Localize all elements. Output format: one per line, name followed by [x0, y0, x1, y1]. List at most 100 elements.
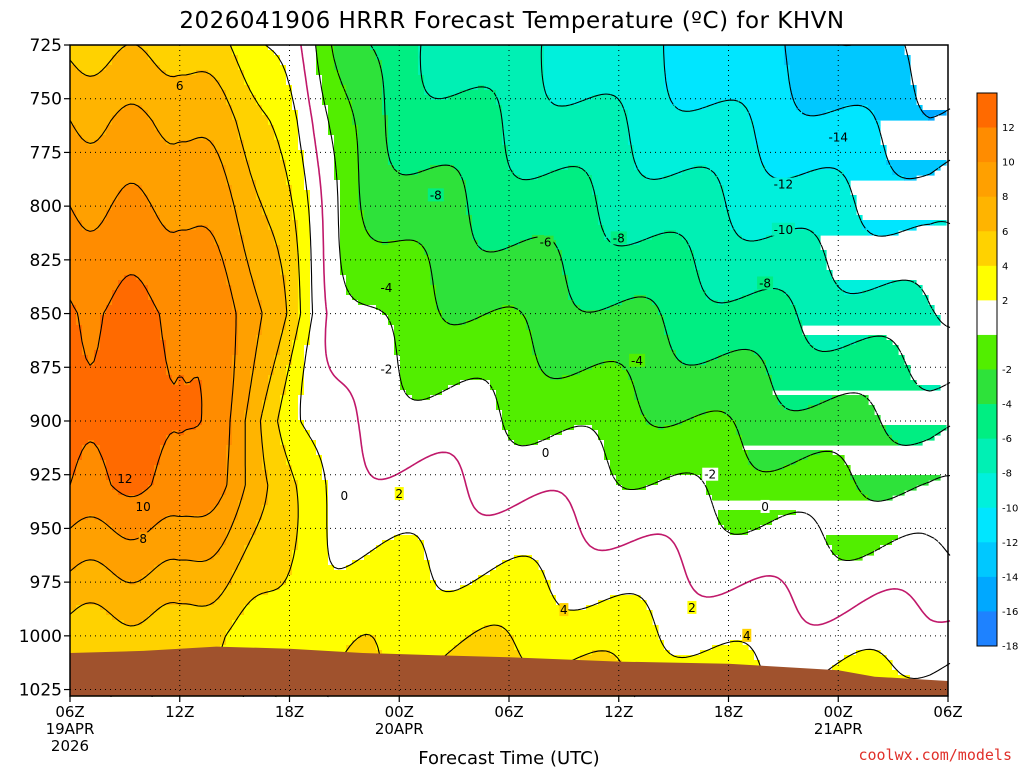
temperature-cell — [670, 335, 809, 341]
temperature-cell — [298, 220, 311, 226]
temperature-cell — [70, 135, 83, 141]
temperature-cell — [142, 185, 233, 191]
temperature-cell — [238, 230, 275, 236]
temperature-cell — [76, 465, 107, 471]
temperature-cell — [310, 305, 377, 311]
temperature-cell — [166, 515, 239, 521]
temperature-cell — [280, 245, 299, 251]
temperature-cell — [70, 290, 113, 296]
temperature-cell — [124, 535, 143, 541]
temperature-cell — [490, 310, 521, 316]
temperature-cell — [388, 120, 503, 126]
temperature-cell — [238, 125, 275, 131]
temperature-cell — [280, 250, 299, 256]
temperature-cell — [352, 295, 437, 301]
temperature-cell — [730, 220, 863, 226]
temperature-cell — [814, 345, 845, 351]
temperature-cell — [226, 275, 251, 281]
temperature-cell — [718, 175, 773, 181]
temperature-cell — [100, 455, 161, 461]
temperature-cell — [400, 170, 419, 176]
temperature-cell — [256, 290, 287, 296]
temperature-cell — [286, 450, 317, 456]
temperature-cell — [160, 320, 239, 326]
temperature-cell — [124, 275, 137, 281]
temperature-cell — [382, 95, 431, 101]
temperature-cell — [100, 450, 161, 456]
temperature-cell — [298, 255, 311, 261]
temperature-cell — [214, 75, 245, 81]
temperature-cell — [358, 160, 389, 166]
temperature-cell — [388, 240, 419, 246]
temperature-cell — [832, 665, 893, 671]
temperature-cell — [202, 415, 233, 421]
temperature-cell — [226, 490, 245, 496]
temperature-cell — [376, 50, 419, 56]
temperature-cell — [646, 175, 665, 181]
temperature-cell — [322, 100, 353, 106]
temperature-cell — [118, 280, 143, 286]
temperature-cell — [328, 540, 383, 546]
temperature-cell — [664, 425, 737, 431]
temperature-cell — [892, 165, 941, 171]
temperature-cell — [796, 305, 935, 311]
temperature-cell — [232, 380, 251, 386]
y-tick-label: 975 — [30, 573, 62, 593]
temperature-cell — [424, 540, 827, 546]
temperature-cell — [328, 515, 719, 521]
temperature-cell — [70, 560, 83, 566]
temperature-cell — [544, 370, 581, 376]
temperature-cell — [232, 430, 245, 436]
temperature-cell — [610, 465, 755, 471]
temperature-cell — [298, 415, 503, 421]
temperature-cell — [748, 530, 821, 536]
temperature-cell — [118, 110, 149, 116]
temperature-cell — [604, 445, 743, 451]
temperature-cell — [238, 515, 263, 521]
temperature-cell — [238, 505, 263, 511]
temperature-cell — [310, 245, 341, 251]
temperature-cell — [226, 265, 251, 271]
temperature-cell — [70, 85, 221, 91]
credit-link[interactable]: coolwx.com/models — [858, 746, 1012, 764]
temperature-cell — [112, 480, 155, 486]
temperature-cell — [358, 635, 377, 641]
temperature-cell — [550, 170, 587, 176]
temperature-cell — [562, 605, 587, 611]
temperature-cell — [238, 65, 287, 71]
temperature-cell — [604, 455, 749, 461]
temperature-cell — [886, 160, 947, 166]
temperature-cell — [316, 60, 335, 66]
temperature-cell — [298, 120, 329, 126]
temperature-cell — [94, 140, 167, 146]
temperature-cell — [70, 345, 83, 351]
temperature-cell — [790, 65, 911, 71]
temperature-cell — [526, 315, 665, 321]
temperature-cell — [298, 510, 329, 516]
temperature-cell — [508, 145, 635, 151]
temperature-cell — [286, 175, 305, 181]
temperature-cell — [358, 145, 389, 151]
temperature-cell — [460, 90, 497, 96]
temperature-cell — [604, 225, 731, 231]
temperature-cell — [148, 485, 227, 491]
temperature-cell — [586, 605, 647, 611]
temperature-cell — [346, 650, 383, 656]
temperature-cell — [280, 585, 437, 591]
temperature-cell — [544, 80, 665, 86]
temperature-cell — [496, 405, 641, 411]
contour-label: 2 — [395, 487, 403, 501]
temperature-cell — [508, 245, 557, 251]
temperature-cell — [238, 500, 269, 506]
temperature-cell — [112, 570, 149, 576]
temperature-cell — [400, 365, 539, 371]
temperature-cell — [328, 130, 359, 136]
temperature-cell — [934, 220, 947, 226]
temperature-cell — [466, 200, 599, 206]
temperature-cell — [160, 220, 239, 226]
temperature-cell — [280, 260, 299, 266]
temperature-cell — [142, 190, 233, 196]
temperature-cell — [70, 230, 215, 236]
temperature-cell — [706, 485, 857, 491]
temperature-cell — [562, 255, 695, 261]
